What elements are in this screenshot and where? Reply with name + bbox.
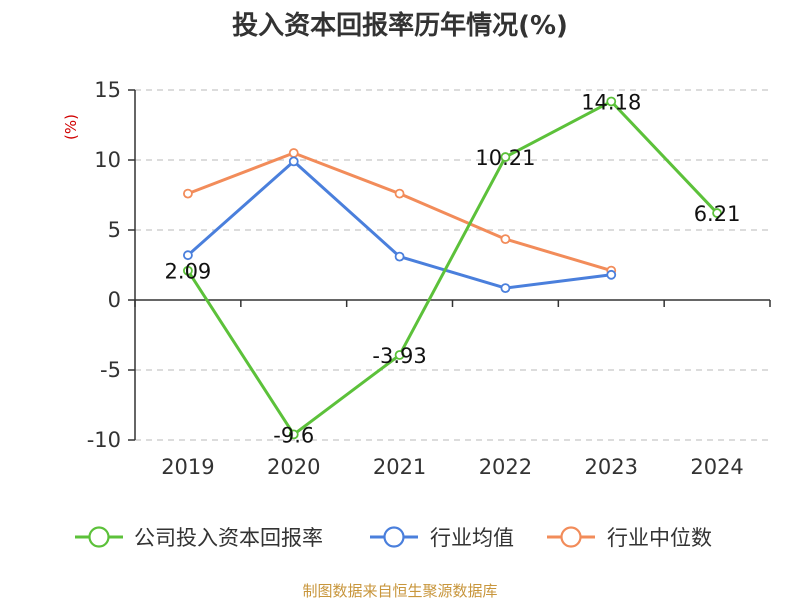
y-tick-label-3: 0 — [108, 288, 121, 312]
series-1-point-4 — [606, 269, 617, 280]
x-tick-label-1: 2020 — [267, 455, 320, 479]
legend-marker-2 — [560, 526, 582, 548]
x-tick-label-4: 2023 — [585, 455, 638, 479]
series-0-point-1 — [288, 429, 299, 440]
series-1-point-3 — [500, 283, 511, 294]
series-lines — [183, 96, 722, 440]
series-1 — [183, 156, 617, 294]
data-label-2: -3.93 — [372, 344, 426, 368]
legend-label-0: 公司投入资本回报率 — [134, 526, 323, 550]
x-tick-label-3: 2022 — [479, 455, 532, 479]
series-line-1 — [186, 159, 612, 290]
legend-item-0: 公司投入资本回报率 — [75, 526, 323, 550]
x-tick-label-0: 2019 — [161, 455, 214, 479]
data-label-5: 6.21 — [694, 202, 741, 226]
x-tick-label-5: 2024 — [690, 455, 743, 479]
series-0-point-4 — [606, 96, 617, 107]
series-0 — [183, 96, 722, 440]
x-tick-label-2: 2021 — [373, 455, 426, 479]
series-1-point-1 — [288, 156, 299, 167]
data-label-3: 10.21 — [475, 146, 535, 170]
y-tick-labels: 15 10 5 0 -5 -10 — [87, 78, 121, 452]
y-tick-label-2: 5 — [108, 218, 121, 242]
legend-label-1: 行业均值 — [430, 526, 514, 550]
source-text: 制图数据来自恒生聚源数据库 — [302, 582, 497, 600]
series-0-point-5 — [712, 208, 722, 218]
data-label-1: -9.6 — [273, 423, 314, 447]
grid-lines — [135, 89, 770, 441]
legend-item-2: 行业中位数 — [547, 526, 712, 550]
series-0-point-2 — [394, 350, 405, 360]
data-label-0: 2.09 — [165, 260, 212, 284]
y-tick-label-5: -10 — [87, 428, 121, 452]
axes — [128, 89, 771, 441]
series-2-point-3 — [500, 234, 511, 245]
y-tick-label-4: -5 — [100, 358, 121, 382]
chart-title: 投入资本回报率历年情况(%) — [232, 10, 568, 41]
data-label-4: 14.18 — [581, 90, 641, 114]
series-line-0 — [186, 99, 719, 436]
series-2-point-0 — [183, 188, 193, 199]
x-tick-labels: 2019 2020 2021 2022 2023 2024 — [161, 455, 744, 479]
legend-item-1: 行业均值 — [370, 526, 514, 550]
y-tick-label-1: 10 — [94, 148, 121, 172]
legend: 公司投入资本回报率 行业均值 行业中位数 — [75, 526, 712, 550]
legend-marker-0 — [88, 526, 110, 548]
y-axis-label: (%) — [62, 114, 80, 140]
y-tick-label-0: 15 — [94, 78, 121, 102]
series-2-point-2 — [394, 188, 405, 199]
series-2-point-1 — [288, 148, 299, 158]
series-1-point-0 — [183, 250, 193, 261]
series-1-point-2 — [394, 251, 405, 262]
data-labels: 2.09 -9.6 -3.93 10.21 14.18 6.21 — [165, 90, 741, 447]
legend-label-2: 行业中位数 — [607, 526, 712, 550]
series-0-point-3 — [500, 152, 511, 162]
series-0-point-0 — [183, 265, 193, 276]
legend-marker-1 — [383, 526, 405, 548]
series-2 — [183, 148, 617, 276]
